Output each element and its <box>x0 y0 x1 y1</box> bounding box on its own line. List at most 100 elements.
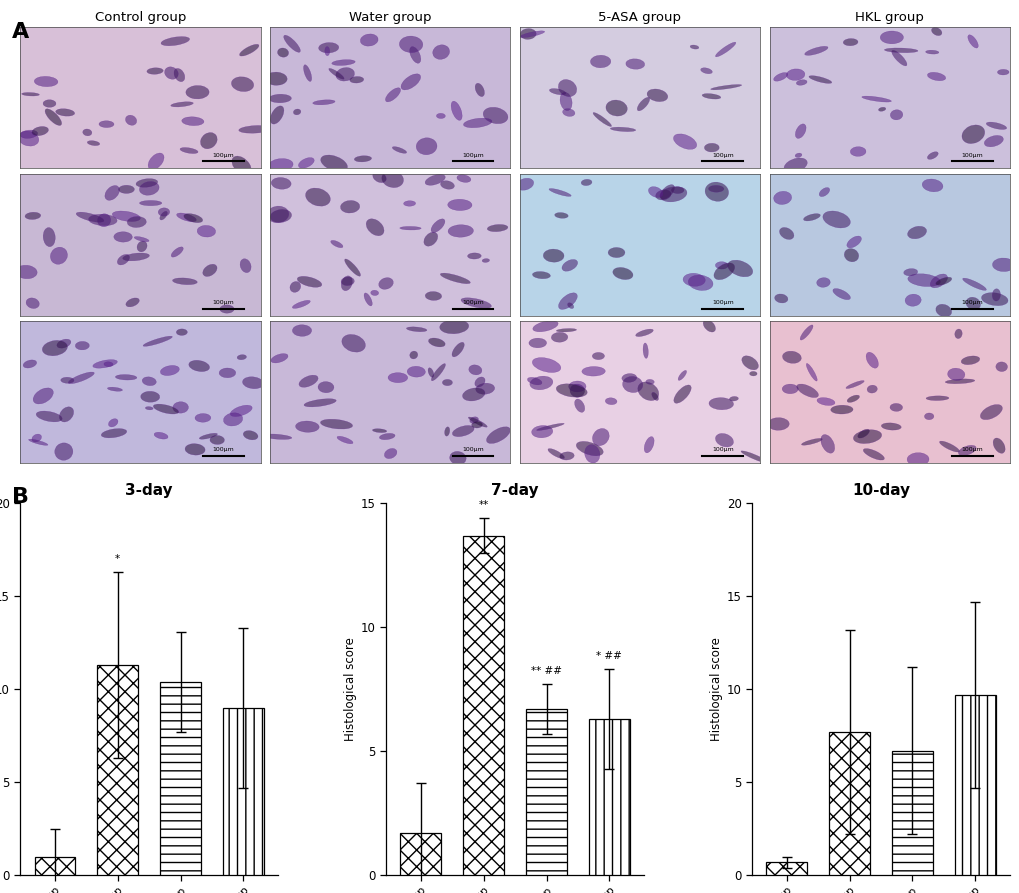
Ellipse shape <box>328 69 343 79</box>
Ellipse shape <box>470 417 478 423</box>
Ellipse shape <box>381 171 404 188</box>
Ellipse shape <box>350 77 364 83</box>
Ellipse shape <box>183 213 203 222</box>
Ellipse shape <box>304 399 336 407</box>
Ellipse shape <box>637 97 649 111</box>
Ellipse shape <box>179 147 198 154</box>
Ellipse shape <box>239 259 251 272</box>
Ellipse shape <box>112 211 141 221</box>
Ellipse shape <box>796 79 806 85</box>
Ellipse shape <box>304 65 312 81</box>
Ellipse shape <box>140 181 159 196</box>
Ellipse shape <box>467 253 481 259</box>
Ellipse shape <box>967 35 977 48</box>
Ellipse shape <box>704 143 718 152</box>
Ellipse shape <box>101 429 126 438</box>
Ellipse shape <box>117 255 129 265</box>
Ellipse shape <box>141 391 160 402</box>
Ellipse shape <box>532 357 560 372</box>
Ellipse shape <box>520 31 544 38</box>
Text: 100μm: 100μm <box>462 300 483 305</box>
Ellipse shape <box>189 360 209 371</box>
Ellipse shape <box>482 259 489 263</box>
Bar <box>223 708 264 875</box>
Ellipse shape <box>690 45 698 49</box>
Ellipse shape <box>469 365 481 375</box>
Ellipse shape <box>688 275 712 290</box>
Ellipse shape <box>442 380 452 386</box>
Ellipse shape <box>965 297 979 310</box>
Ellipse shape <box>612 268 633 280</box>
Ellipse shape <box>985 122 1006 129</box>
Ellipse shape <box>440 273 470 284</box>
Ellipse shape <box>605 100 627 116</box>
Ellipse shape <box>142 377 156 386</box>
Ellipse shape <box>176 329 187 336</box>
Ellipse shape <box>21 93 40 96</box>
Ellipse shape <box>105 186 119 200</box>
Ellipse shape <box>292 325 312 337</box>
Ellipse shape <box>299 157 314 168</box>
Ellipse shape <box>991 258 1014 271</box>
Ellipse shape <box>708 186 723 192</box>
Ellipse shape <box>532 271 550 279</box>
Ellipse shape <box>243 377 263 388</box>
Ellipse shape <box>904 294 920 306</box>
Ellipse shape <box>979 405 1002 420</box>
Ellipse shape <box>925 396 948 401</box>
Ellipse shape <box>536 423 564 430</box>
Ellipse shape <box>340 277 354 286</box>
Text: 100μm: 100μm <box>212 153 234 158</box>
Ellipse shape <box>995 362 1007 371</box>
Ellipse shape <box>195 413 211 422</box>
Ellipse shape <box>99 121 114 128</box>
Ellipse shape <box>651 392 658 401</box>
Ellipse shape <box>457 175 471 182</box>
Ellipse shape <box>714 433 733 447</box>
Ellipse shape <box>76 213 104 222</box>
Ellipse shape <box>450 101 462 121</box>
Ellipse shape <box>239 45 259 56</box>
Ellipse shape <box>520 29 536 39</box>
Ellipse shape <box>463 118 491 128</box>
Ellipse shape <box>387 372 408 383</box>
Ellipse shape <box>170 102 194 107</box>
Ellipse shape <box>960 356 979 364</box>
Ellipse shape <box>432 45 449 59</box>
Ellipse shape <box>581 179 591 186</box>
Ellipse shape <box>231 77 254 92</box>
Ellipse shape <box>238 126 271 133</box>
Ellipse shape <box>154 432 168 439</box>
Ellipse shape <box>324 46 329 55</box>
Ellipse shape <box>980 293 1007 305</box>
Ellipse shape <box>219 305 234 313</box>
Ellipse shape <box>42 340 67 355</box>
Ellipse shape <box>622 377 642 393</box>
Ellipse shape <box>926 152 937 159</box>
Ellipse shape <box>843 38 857 46</box>
Ellipse shape <box>243 430 258 440</box>
Ellipse shape <box>385 88 400 102</box>
Ellipse shape <box>581 366 604 376</box>
Text: 100μm: 100μm <box>711 447 733 453</box>
Ellipse shape <box>447 199 472 211</box>
Bar <box>97 665 139 875</box>
Ellipse shape <box>176 213 196 221</box>
Ellipse shape <box>883 48 917 53</box>
Ellipse shape <box>714 262 728 269</box>
Ellipse shape <box>161 37 190 46</box>
Ellipse shape <box>57 339 70 348</box>
Ellipse shape <box>271 178 290 189</box>
Ellipse shape <box>516 179 533 190</box>
Ellipse shape <box>637 382 658 401</box>
Ellipse shape <box>574 399 584 413</box>
Ellipse shape <box>262 434 291 439</box>
Text: A: A <box>12 22 30 42</box>
Ellipse shape <box>642 343 648 358</box>
Ellipse shape <box>372 429 386 432</box>
Ellipse shape <box>372 171 386 183</box>
Ellipse shape <box>399 36 423 53</box>
Ellipse shape <box>230 405 252 416</box>
Text: 100μm: 100μm <box>961 153 982 158</box>
Ellipse shape <box>584 445 599 463</box>
